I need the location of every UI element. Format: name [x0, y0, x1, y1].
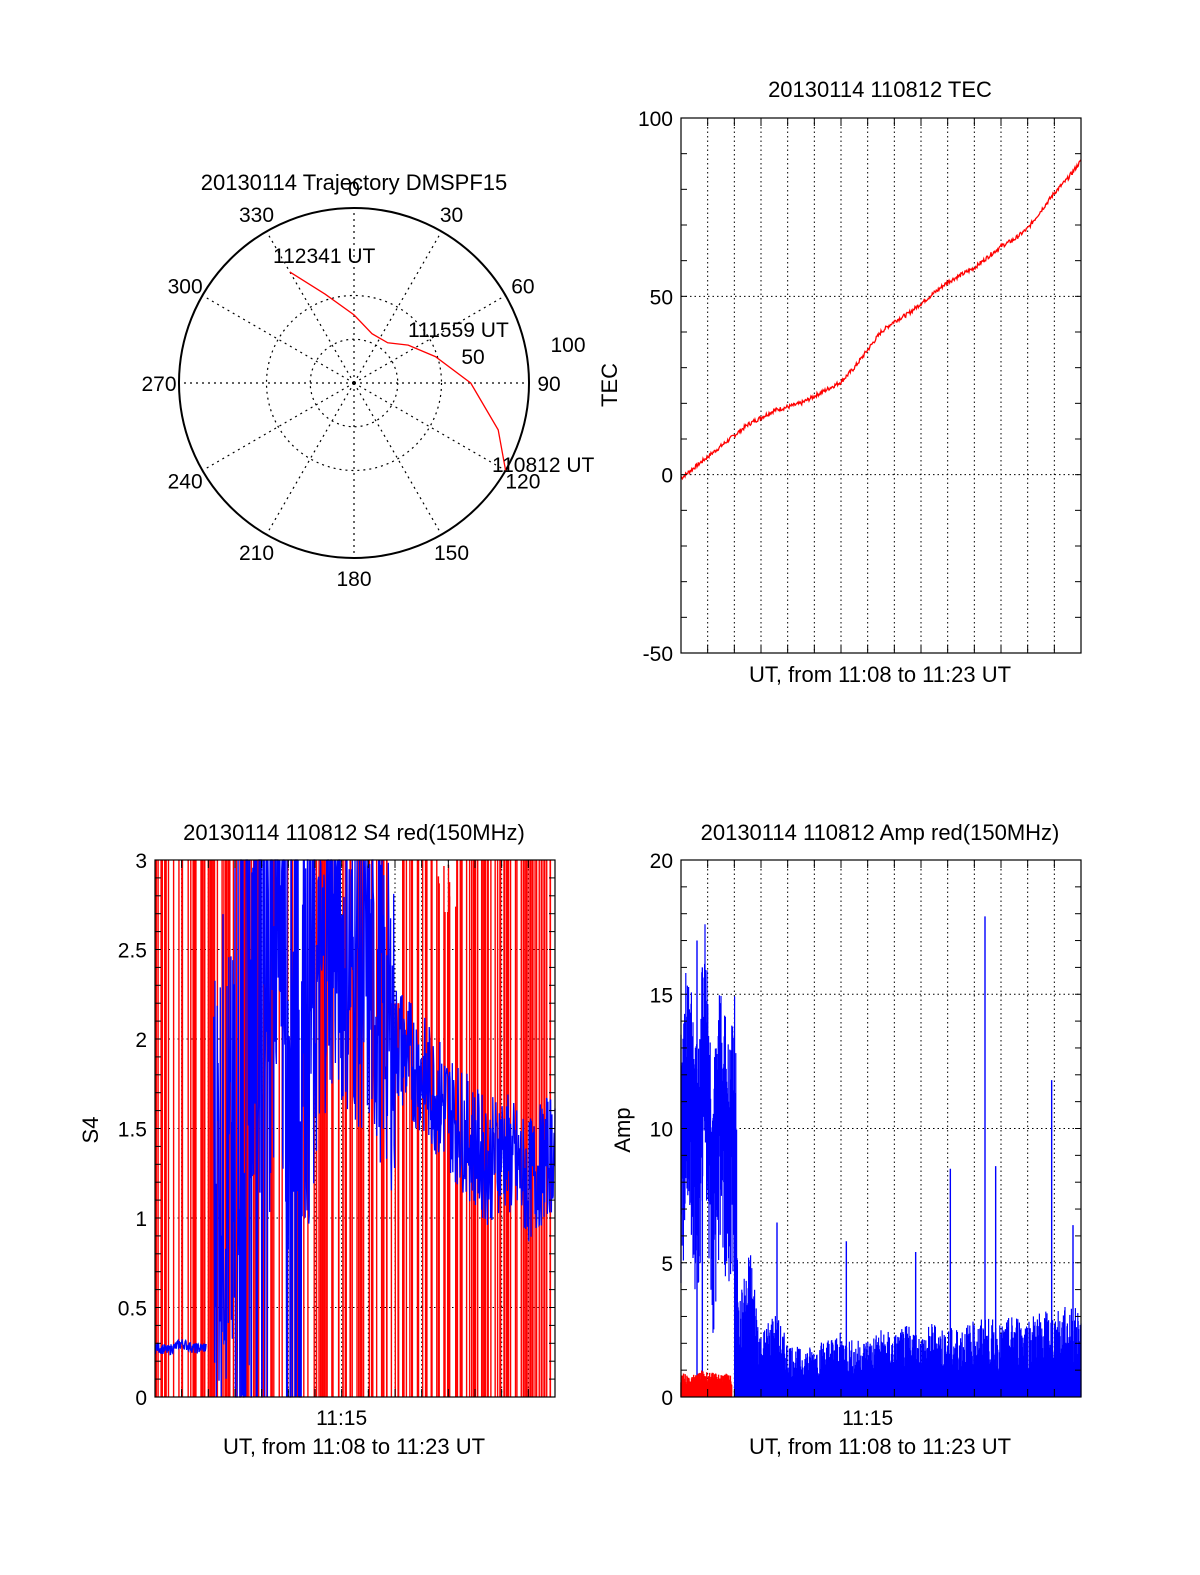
tec-ylabel: TEC: [597, 363, 622, 407]
polar-radial-label: 50: [461, 346, 484, 369]
amp-xlabel: UT, from 11:08 to 11:23 UT: [749, 1434, 1011, 1459]
tec-panel: 20130114 110812 TEC -50 0 50 100 UT, from 1…: [597, 77, 1082, 687]
polar-angle-label: 150: [434, 542, 469, 565]
tec-title: 20130114 110812 TEC: [768, 77, 992, 102]
polar-title: 20130114 Trajectory DMSPF15: [201, 170, 508, 195]
y-tick-label: 0: [661, 1387, 673, 1410]
plot-frame: [680, 117, 1082, 654]
tec-plot-area: -50 0 50 100: [638, 108, 1082, 666]
y-tick-label: 1.5: [118, 1119, 147, 1142]
s4-blue-line: [154, 859, 556, 1398]
polar-angle-label: 120: [505, 471, 540, 494]
polar-angle-label: 30: [440, 204, 463, 227]
y-tick-label: 2: [135, 1029, 147, 1052]
plot-content: [154, 859, 556, 1398]
amp-plot-area: 0 5 10 15 20 11:15: [650, 850, 1082, 1430]
polar-grid-spoke: [353, 294, 506, 384]
polar-grid-spoke: [202, 382, 355, 472]
polar-angle-labels: 0 30 60 90 120 150 180 210 240 270 300 330: [141, 178, 560, 591]
s4-xlabel: UT, from 11:08 to 11:23 UT: [223, 1434, 485, 1459]
polar-grid-spoke: [353, 231, 443, 384]
s4-title: 20130114 110812 S4 red(150MHz): [183, 820, 525, 845]
plot-content: [680, 916, 1082, 1397]
polar-angle-label: 210: [239, 542, 274, 565]
x-tick-label: 11:15: [842, 1407, 893, 1430]
polar-angle-label: 90: [537, 373, 560, 396]
polar-angle-label: 330: [239, 204, 274, 227]
y-tick-label: 0.5: [118, 1298, 147, 1321]
s4-ylabel: S4: [78, 1117, 103, 1144]
polar-annotation: 110812 UT: [492, 454, 595, 477]
polar-angle-label: 180: [336, 568, 371, 591]
s4-panel: 20130114 110812 S4 red(150MHz) 0 0.5 1 1.5 2…: [78, 820, 556, 1459]
y-tick-label: 20: [650, 850, 673, 873]
y-tick-label: 5: [661, 1253, 673, 1276]
polar-grid-spoke: [265, 382, 355, 535]
polar-grid-spoke: [202, 294, 355, 384]
y-tick-label: -50: [643, 643, 673, 666]
polar-angle-label: 240: [168, 471, 203, 494]
polar-grid-spoke: [265, 231, 355, 384]
polar-grid-spoke: [353, 382, 443, 535]
polar-annotation: 111559 UT: [408, 319, 509, 342]
polar-annotations: 112341 UT 111559 UT 110812 UT: [273, 245, 595, 477]
tec-series-line: [680, 159, 1082, 481]
y-tick-label: 2.5: [118, 940, 147, 963]
polar-radial-label: 100: [550, 334, 585, 357]
polar-annotation: 112341 UT: [273, 245, 376, 268]
polar-grid-spoke: [353, 382, 506, 472]
polar-trajectory: [289, 271, 507, 471]
y-tick-label: 10: [650, 1119, 673, 1142]
polar-panel: 20130114 Trajectory DMSPF15 0 30 60 90 120 15…: [141, 170, 594, 591]
y-tick-label: 3: [135, 850, 147, 873]
y-tick-label: 0: [135, 1387, 147, 1410]
y-tick-label: 15: [650, 984, 673, 1007]
y-tick-label: 1: [135, 1208, 147, 1231]
polar-radial-labels: 50 100: [461, 334, 585, 369]
amp-panel: 20130114 110812 Amp red(150MHz) 0 5 10 15 20…: [610, 820, 1082, 1459]
polar-angle-label: 0: [348, 178, 360, 201]
polar-angle-label: 60: [511, 276, 534, 299]
x-tick-label: 11:15: [316, 1407, 367, 1430]
amp-title: 20130114 110812 Amp red(150MHz): [701, 820, 1060, 845]
polar-angle-label: 270: [141, 373, 176, 396]
s4-plot-area: 0 0.5 1 1.5 2 2.5 3 11:15: [118, 850, 556, 1430]
y-tick-label: 0: [661, 465, 673, 488]
polar-angle-label: 300: [168, 276, 203, 299]
tec-xlabel: UT, from 11:08 to 11:23 UT: [749, 662, 1011, 687]
polar-grid-circle: [265, 294, 443, 472]
y-tick-label: 100: [638, 108, 673, 131]
amp-ylabel: Amp: [610, 1107, 635, 1152]
polar-grid: [179, 208, 529, 558]
polar-trajectory-line: [289, 271, 507, 471]
polar-outer-circle: [178, 207, 530, 559]
plot-content: [680, 159, 1082, 481]
y-tick-label: 50: [650, 286, 673, 309]
